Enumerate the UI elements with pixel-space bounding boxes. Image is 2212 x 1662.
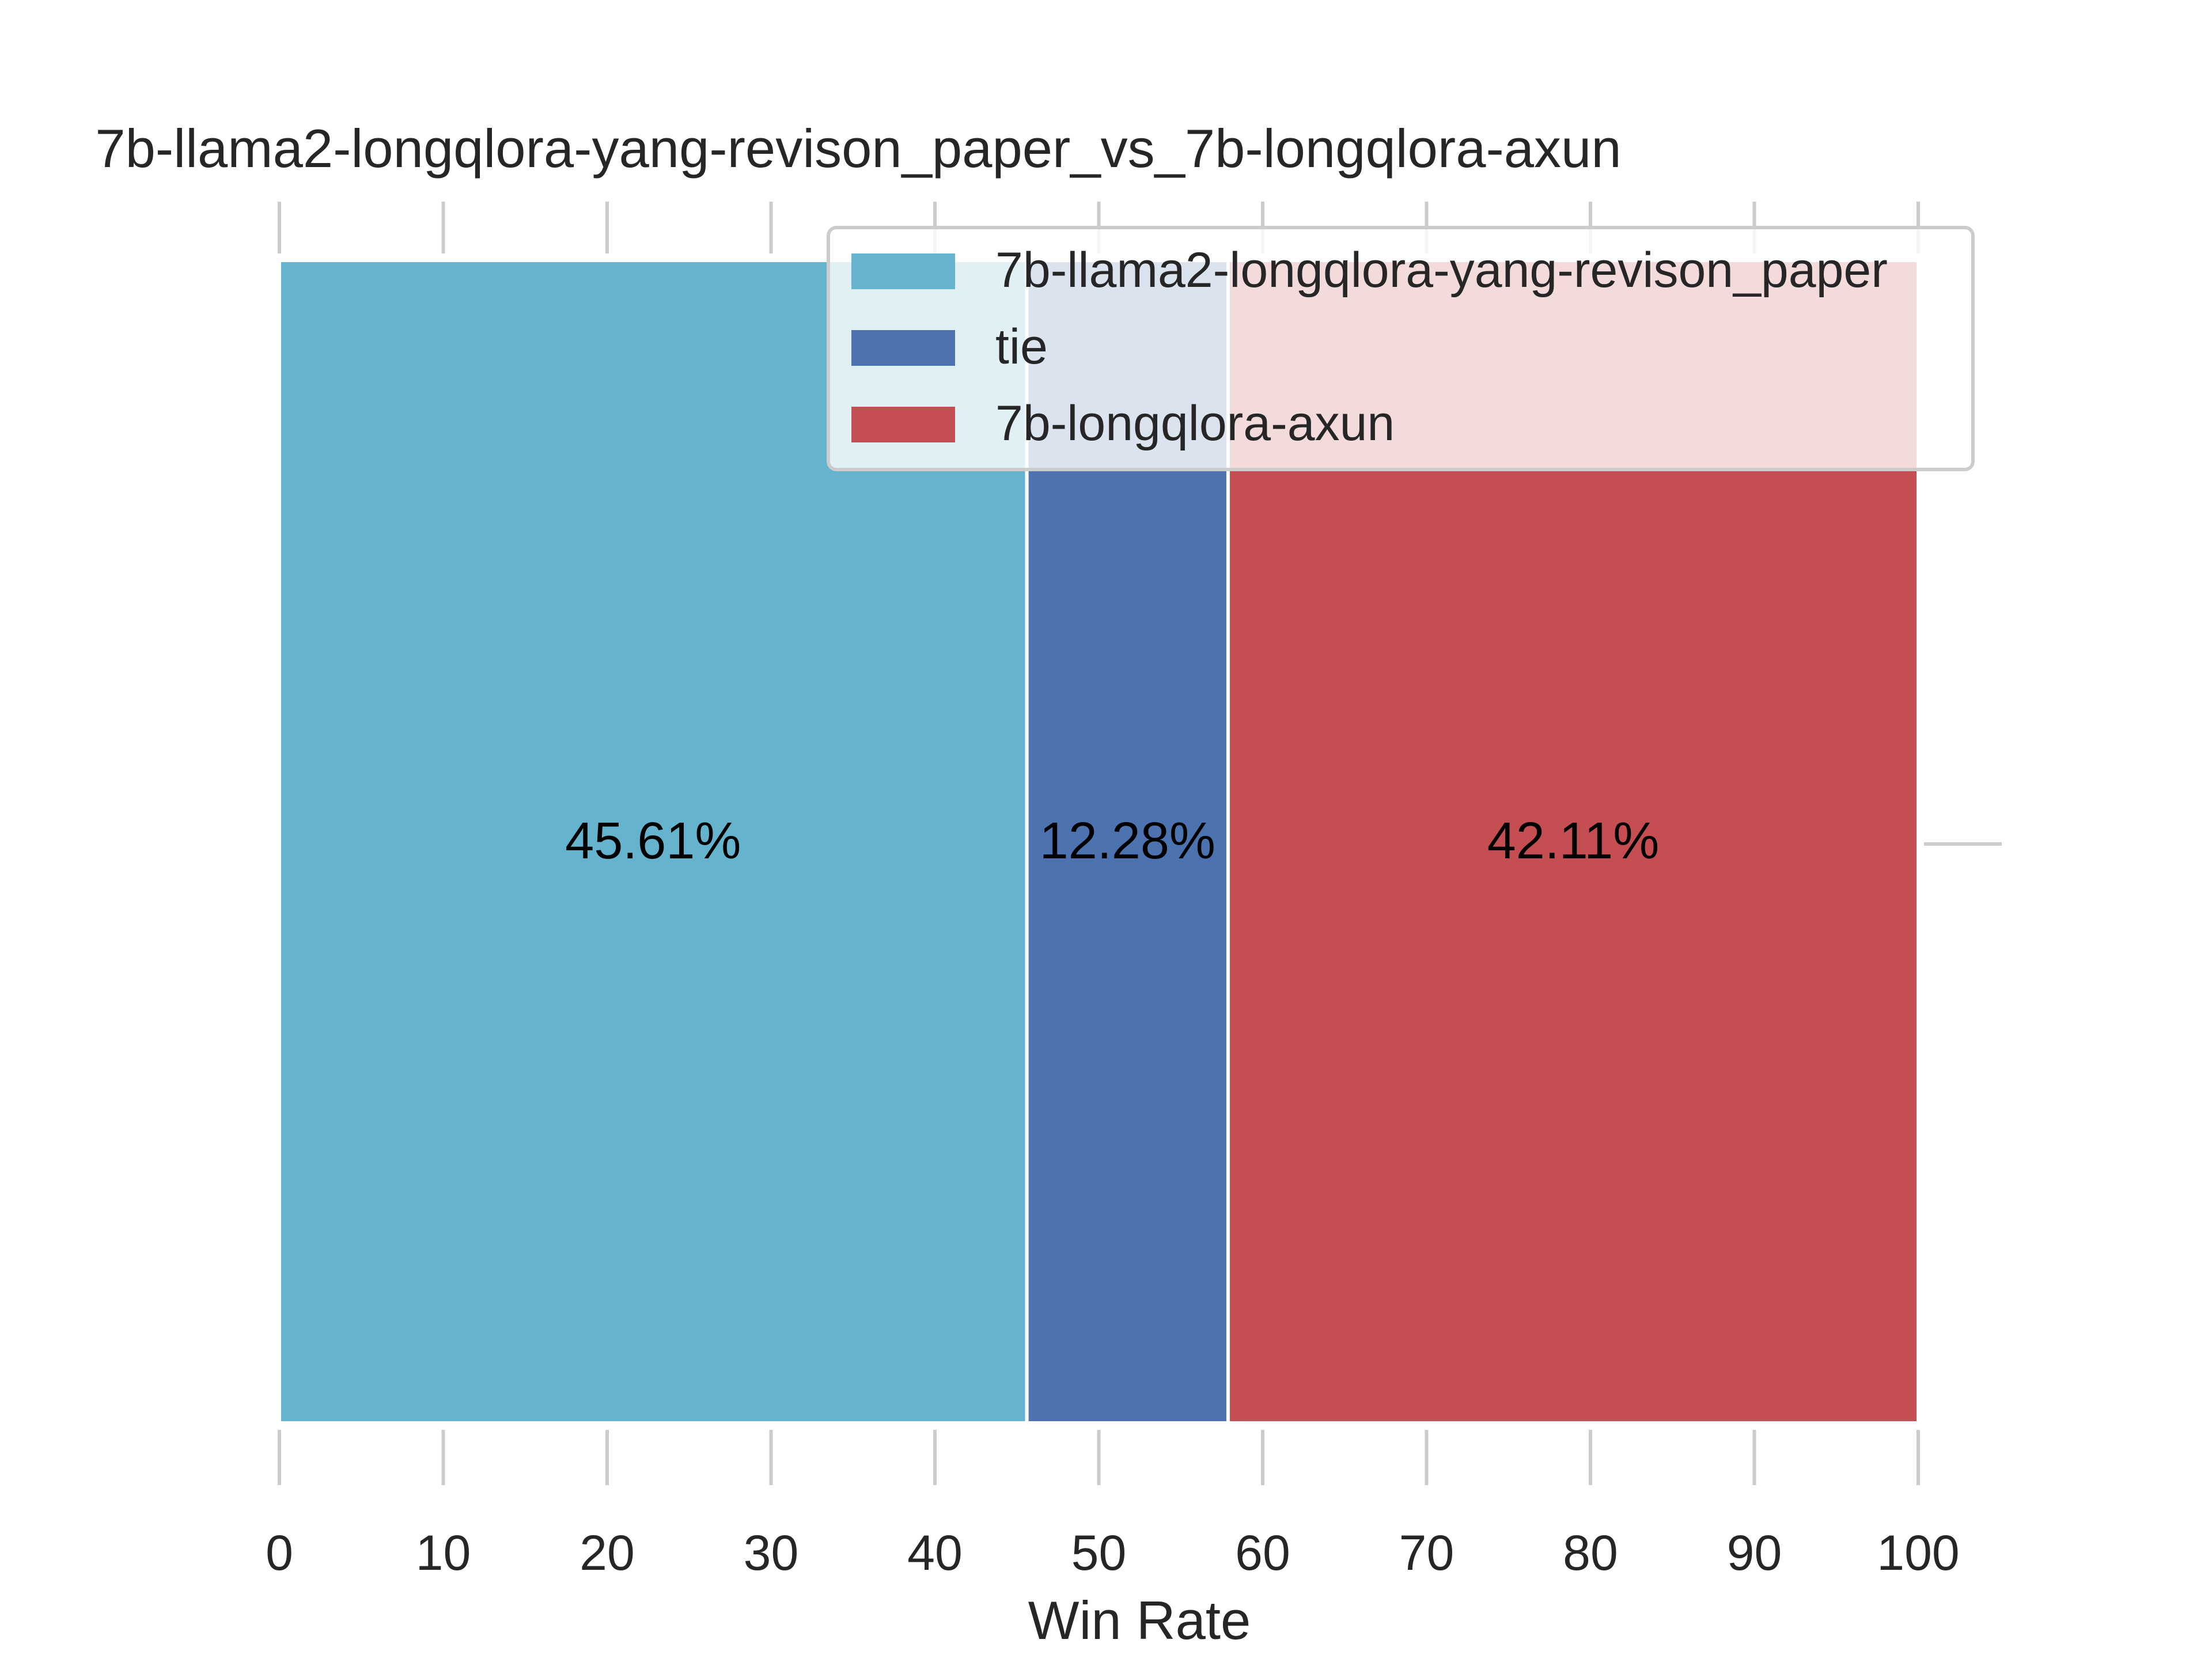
data-label: 12.28% <box>1040 812 1215 870</box>
legend[interactable]: 7b-llama2-longqlora-yang-revison_paperti… <box>827 226 1975 471</box>
bottom-tick-marks: 0 10 20 30 40 50 60 70 80 90 100 <box>266 1430 1960 1581</box>
legend-entry-label: 7b-llama2-longqlora-yang-revison_paper <box>995 243 1888 298</box>
data-label: 42.11% <box>1487 812 1660 870</box>
x-tick-label: 90 <box>1727 1525 1782 1581</box>
legend-swatch <box>851 330 955 366</box>
x-tick-label: 0 <box>266 1525 293 1581</box>
x-tick-label: 30 <box>744 1525 799 1581</box>
legend-box <box>827 226 1975 471</box>
x-axis-label: Win Rate <box>1028 1590 1251 1650</box>
x-tick-label: 100 <box>1877 1525 1960 1581</box>
x-tick-label: 80 <box>1563 1525 1618 1581</box>
x-tick-label: 50 <box>1071 1525 1127 1581</box>
x-tick-label: 10 <box>416 1525 471 1581</box>
chart-title: 7b-llama2-longqlora-yang-revison_paper_v… <box>95 118 1621 179</box>
legend-entry-label: tie <box>995 319 1048 374</box>
x-tick-label: 70 <box>1399 1525 1455 1581</box>
data-label: 45.61% <box>565 812 741 870</box>
x-tick-label: 20 <box>579 1525 635 1581</box>
legend-swatch <box>851 407 955 442</box>
legend-swatch <box>851 253 955 289</box>
x-tick-label: 40 <box>907 1525 963 1581</box>
legend-entry-label: 7b-longqlora-axun <box>995 396 1395 451</box>
x-tick-label: 60 <box>1235 1525 1290 1581</box>
